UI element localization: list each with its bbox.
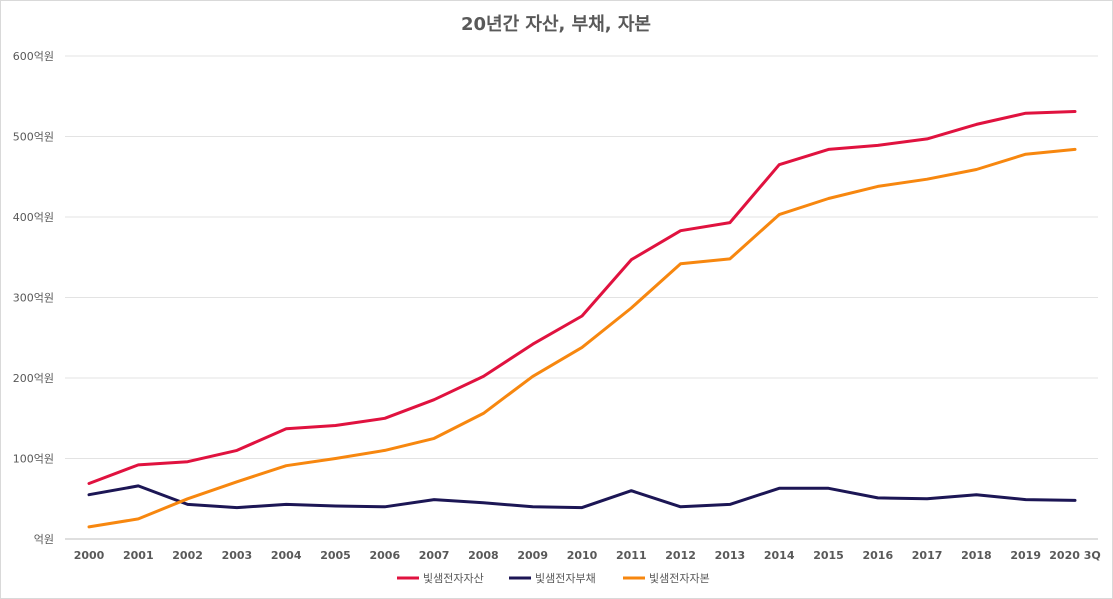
- x-tick-label: 2008: [468, 549, 499, 562]
- x-tick-label: 2005: [320, 549, 351, 562]
- x-tick-label: 2007: [419, 549, 450, 562]
- x-tick-label: 2012: [665, 549, 696, 562]
- x-tick-label: 2000: [74, 549, 105, 562]
- x-tick-label: 2010: [567, 549, 598, 562]
- x-tick-label: 2015: [813, 549, 844, 562]
- x-tick-label: 2016: [862, 549, 893, 562]
- x-tick-label: 2002: [172, 549, 203, 562]
- y-tick-label: 200억원: [13, 372, 54, 385]
- x-tick-label: 2013: [715, 549, 746, 562]
- grid-lines: [65, 55, 1098, 540]
- chart-title: 20년간 자산, 부채, 자본: [461, 14, 651, 35]
- y-axis-tick-labels: 억원 100억원 200억원 300억원 400억원 500억원 600억원: [13, 50, 54, 546]
- legend: 빛샘전자자산 빛샘전자부채 빛샘전자자본: [397, 572, 710, 585]
- y-tick-label: 억원: [34, 533, 54, 546]
- y-tick-label: 100억원: [13, 453, 54, 466]
- x-tick-label: 2014: [764, 549, 795, 562]
- x-tick-label: 2019: [1010, 549, 1041, 562]
- x-tick-label: 2004: [271, 549, 302, 562]
- y-tick-label: 500억원: [13, 131, 54, 144]
- x-tick-label: 2001: [123, 549, 154, 562]
- series-line-2: [87, 484, 1077, 510]
- x-tick-label: 2009: [517, 549, 548, 562]
- legend-label: 빛샘전자자본: [649, 572, 710, 585]
- y-tick-label: 600억원: [13, 50, 54, 63]
- series-lines: [87, 110, 1077, 529]
- series-line-3: [87, 147, 1077, 529]
- x-axis-tick-labels: 2000 2001 2002 2003 2004 2005 2006 2007 2008 2009…: [74, 549, 1101, 562]
- x-tick-label: 2020 3Q: [1049, 549, 1100, 562]
- x-tick-label: 2003: [222, 549, 253, 562]
- x-tick-label: 2017: [912, 549, 943, 562]
- x-tick-label: 2006: [369, 549, 400, 562]
- x-tick-label: 2018: [961, 549, 992, 562]
- series-line-1: [87, 110, 1077, 485]
- y-tick-label: 400억원: [13, 211, 54, 224]
- y-tick-label: 300억원: [13, 292, 54, 305]
- x-tick-label: 2011: [616, 549, 647, 562]
- legend-label: 빛샘전자자산: [423, 572, 484, 585]
- legend-label: 빛샘전자부채: [535, 572, 596, 585]
